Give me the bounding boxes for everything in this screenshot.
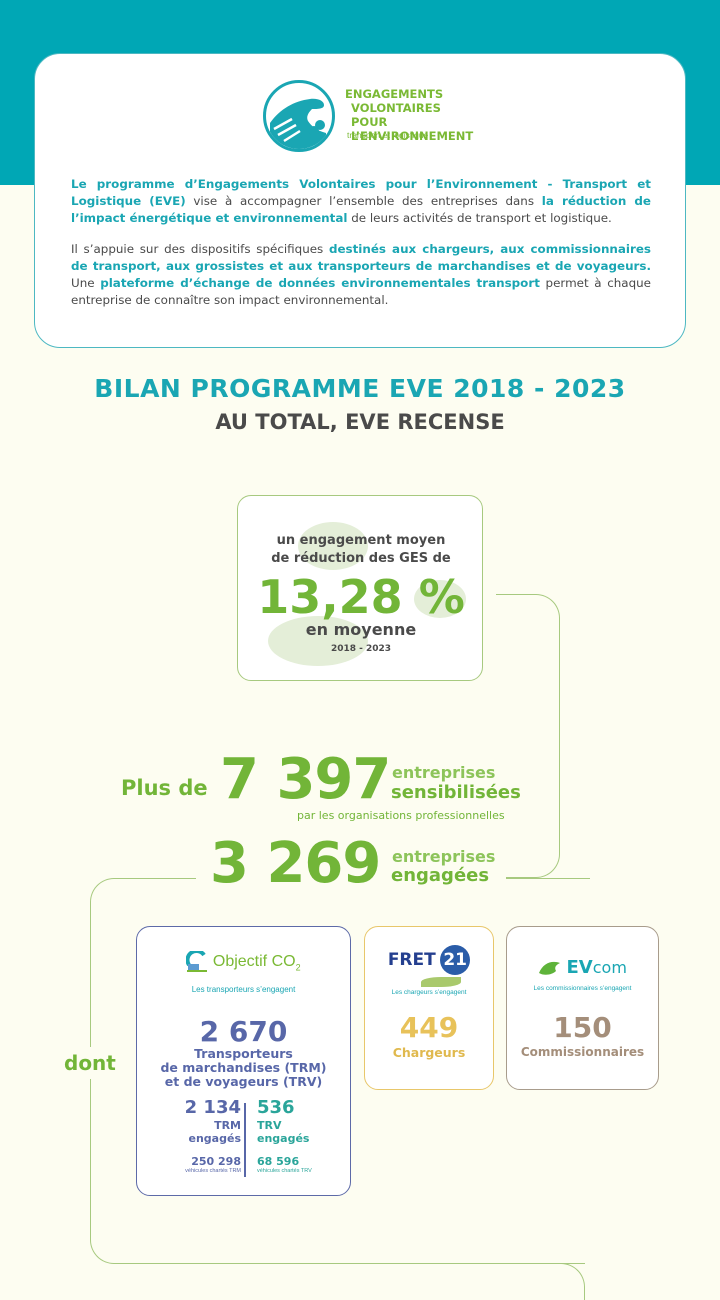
sensibilisees-label-1: entreprises [392, 763, 496, 782]
connector-gap [196, 870, 506, 886]
cloud-shape [268, 616, 368, 666]
trv-column: 536 TRV engagés 68 596 véhicules chartés… [257, 1097, 312, 1174]
engagees-label-2: engagées [391, 865, 490, 886]
page-subtitle: AU TOTAL, EVE RECENSE [215, 410, 505, 434]
engagees-label-1: entreprises [392, 847, 496, 866]
cloud-shape [298, 522, 368, 570]
objectif-co2-logo: Objectif CO2 [137, 949, 350, 973]
ges-value: 13,28 % [257, 570, 465, 624]
intro-card: ENGAGEMENTS VOLONTAIRES POUR L’ENVIRONNE… [34, 53, 686, 348]
fret21-tagline: Les chargeurs s’engagent [391, 989, 467, 996]
logo-subtitle: transport et logistique [347, 130, 429, 140]
ges-years: 2018 - 2023 [330, 644, 392, 654]
sensibilisees-label-2: sensibilisées [391, 782, 521, 803]
intro-paragraph-1: Le programme d’Engagements Volontaires p… [71, 177, 651, 225]
fret21-card: FRET 21 Les chargeurs s’engagent 449 Cha… [364, 926, 494, 1090]
objectif-co2-tagline: Les transporteurs s’engagent [191, 985, 296, 994]
objectif-co2-desc: Transporteurs de marchandises (TRM) et d… [160, 1046, 327, 1089]
fret21-logo: FRET 21 [365, 945, 493, 975]
evcom-card: EVcom Les commissionnaires s’engagent 15… [506, 926, 659, 1090]
evcom-tagline: Les commissionnaires s’engagent [533, 985, 632, 992]
globe-truck-icon [185, 949, 208, 973]
ges-suffix: en moyenne [305, 620, 417, 639]
cloud-shape [414, 580, 466, 618]
ges-card: un engagement moyen de réduction des GES… [237, 495, 483, 681]
fret21-value: 449 [399, 1011, 459, 1044]
objectif-co2-value: 2 670 [199, 1015, 288, 1048]
trm-column: 2 134 TRM engagés 250 298 véhicules char… [184, 1097, 241, 1174]
dont-label: dont [64, 1047, 116, 1079]
sensibilisees-value: 7 397 [220, 747, 391, 812]
connector-line [90, 1180, 585, 1264]
intro-paragraph-2: Il s’appuie sur des dispositifs spécifiq… [71, 242, 651, 307]
divider [244, 1103, 246, 1177]
evcom-value: 150 [553, 1011, 612, 1044]
ges-label: un engagement moyen de réduction des GES… [271, 533, 451, 566]
evcom-logo: EVcom [507, 957, 658, 978]
logo-title: ENGAGEMENTS VOLONTAIRES POUR L’ENVIRONNE… [345, 87, 474, 143]
page-title: BILAN PROGRAMME EVE 2018 - 2023 [94, 374, 626, 403]
connector-line [496, 594, 560, 878]
handshake-icon [538, 959, 562, 977]
eve-logo: ENGAGEMENTS VOLONTAIRES POUR L’ENVIRONNE… [263, 78, 473, 158]
objectif-co2-card: Objectif CO2 Les transporteurs s’engagen… [136, 926, 351, 1196]
sensibilisees-note: par les organisations professionnelles [297, 809, 505, 822]
engagees-value: 3 269 [210, 831, 381, 896]
plus-de-label: Plus de [121, 776, 208, 800]
handshake-icon [263, 80, 335, 152]
trm-trv-split: 2 134 TRM engagés 250 298 véhicules char… [137, 1097, 350, 1183]
fret21-label: Chargeurs [392, 1045, 466, 1060]
connector-line [540, 1263, 585, 1300]
leaf-icon [421, 977, 461, 987]
evcom-label: Commissionnaires [520, 1045, 645, 1059]
fret21-circle-icon: 21 [440, 945, 471, 975]
